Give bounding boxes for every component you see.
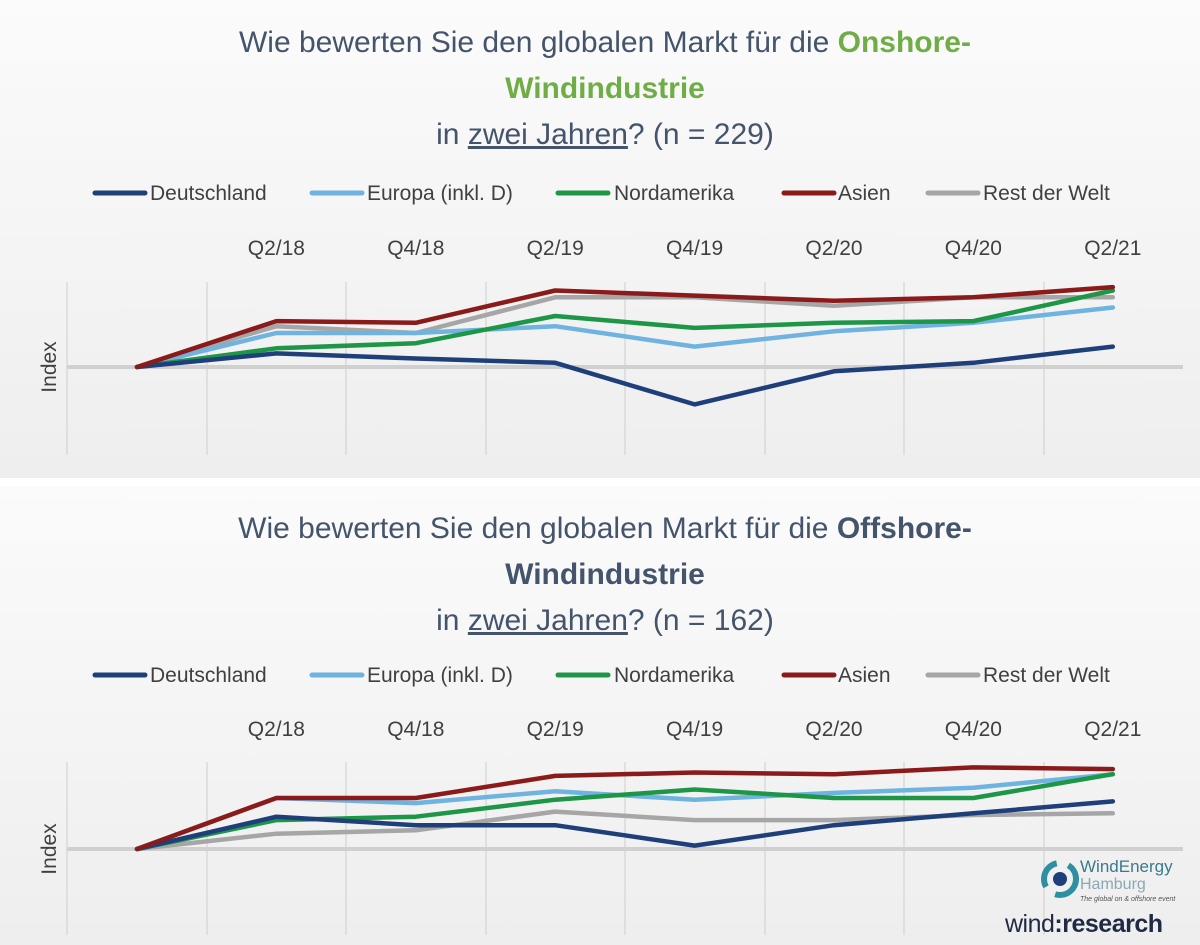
onshore-series-line-nordamerika [134, 288, 1116, 370]
offshore-series-line-asien [134, 765, 1116, 852]
windresearch-logo: wind:research [1005, 910, 1163, 939]
offshore-series-line-deutschland [134, 799, 1116, 852]
offshore-x-tick-label: Q4/18 [387, 718, 444, 741]
windenergy-logo-text: WindEnergy [1080, 857, 1173, 876]
onshore-title-highlight-line2: Windindustrie [505, 72, 705, 105]
onshore-chart-panel [0, 0, 1200, 478]
offshore-chart-panel [0, 486, 1200, 945]
onshore-legend-label: Rest der Welt [983, 182, 1110, 205]
offshore-x-tick-label: Q2/21 [1084, 718, 1141, 741]
offshore-title-line3-post: ? (n = 162) [627, 604, 774, 637]
offshore-x-tick-label: Q4/20 [945, 718, 1002, 741]
offshore-legend-label: Rest der Welt [983, 664, 1110, 687]
onshore-x-tick-label: Q4/19 [666, 237, 723, 260]
offshore-x-tick-label: Q2/19 [527, 718, 584, 741]
offshore-title-highlight: Offshore- [836, 512, 972, 545]
onshore-legend-label: Nordamerika [614, 182, 735, 205]
onshore-x-tick-label: Q4/20 [945, 237, 1002, 260]
onshore-series-line-europa-inkl-d [134, 305, 1116, 370]
onshore-x-tick-label: Q2/19 [527, 237, 584, 260]
onshore-legend-label: Deutschland [150, 182, 267, 205]
onshore-x-tick-label: Q2/21 [1084, 237, 1141, 260]
offshore-legend-label: Asien [838, 664, 891, 687]
onshore-series-line-deutschland [134, 344, 1116, 407]
windenergy-logo-icon [1041, 860, 1079, 898]
onshore-x-tick-label: Q2/18 [248, 237, 305, 260]
onshore-legend-label: Asien [838, 182, 891, 205]
offshore-legend-label: Deutschland [150, 664, 267, 687]
offshore-legend-label: Nordamerika [614, 664, 735, 687]
offshore-title-text: Wie bewerten Sie den globalen Markt für … [238, 512, 837, 545]
onshore-title-underlined: zwei Jahren [467, 118, 628, 151]
windenergy-logo-subtext: Hamburg [1080, 876, 1146, 893]
onshore-x-tick-label: Q2/20 [805, 237, 862, 260]
onshore-title-line3-post: ? (n = 229) [627, 118, 774, 151]
offshore-x-tick-label: Q2/20 [805, 718, 862, 741]
onshore-legend-label: Europa (inkl. D) [367, 182, 513, 205]
windresearch-logo-right: :research [1054, 910, 1163, 938]
onshore-x-tick-label: Q4/18 [387, 237, 444, 260]
windenergy-logo-tagline: The global on & offshore event [1080, 896, 1176, 903]
windresearch-logo-left: wind [1005, 910, 1055, 938]
offshore-x-tick-label: Q2/18 [248, 718, 305, 741]
offshore-chart-title: Wie bewerten Sie den globalen Markt für … [0, 506, 1200, 644]
onshore-title-line3-pre: in [436, 118, 468, 151]
onshore-title-text: Wie bewerten Sie den globalen Markt für … [238, 26, 838, 59]
offshore-title-underlined: zwei Jahren [467, 604, 628, 637]
offshore-legend-label: Europa (inkl. D) [367, 664, 513, 687]
onshore-series-line-asien [134, 284, 1116, 370]
offshore-title-line3-pre: in [436, 604, 468, 637]
offshore-x-tick-label: Q4/19 [666, 718, 723, 741]
onshore-chart-title: Wie bewerten Sie den globalen Markt für … [0, 20, 1200, 158]
onshore-y-axis-label: Index [38, 341, 61, 393]
offshore-title-highlight-line2: Windindustrie [505, 558, 705, 591]
panel-divider [0, 478, 1200, 486]
offshore-y-axis-label: Index [38, 823, 61, 875]
onshore-title-highlight: Onshore- [837, 26, 971, 59]
